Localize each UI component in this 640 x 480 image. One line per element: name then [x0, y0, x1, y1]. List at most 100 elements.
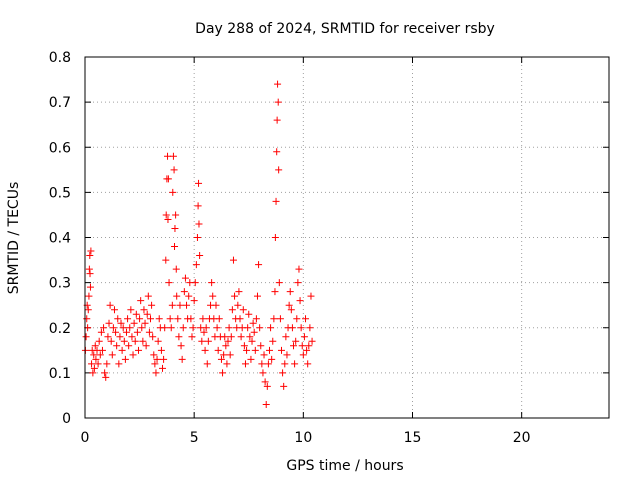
data-point — [86, 270, 94, 278]
data-point — [97, 328, 105, 336]
data-point — [223, 360, 231, 368]
data-point — [237, 333, 245, 341]
data-point — [285, 301, 293, 309]
data-point — [102, 373, 110, 381]
data-point — [202, 324, 210, 332]
data-point — [147, 315, 154, 323]
data-point — [255, 261, 263, 269]
data-point — [249, 319, 257, 327]
grid — [85, 57, 609, 418]
data-point — [181, 274, 189, 282]
data-point — [280, 382, 288, 390]
data-point — [88, 360, 96, 368]
data-point — [170, 166, 178, 174]
data-point — [270, 315, 278, 323]
data-point — [304, 360, 312, 368]
data-point — [251, 346, 259, 354]
data-point — [167, 324, 175, 332]
data-point — [275, 166, 283, 174]
data-point — [264, 360, 272, 368]
data-point — [94, 360, 102, 368]
data-point — [253, 292, 261, 300]
data-point — [234, 301, 242, 309]
data-point — [292, 337, 300, 345]
x-tick-label: 5 — [190, 430, 199, 446]
data-point — [239, 306, 247, 314]
data-point — [275, 279, 283, 287]
data-point — [281, 360, 289, 368]
data-point — [103, 360, 111, 368]
data-point — [168, 301, 176, 309]
data-point — [176, 301, 184, 309]
data-point — [169, 188, 177, 196]
data-point — [84, 306, 92, 314]
data-point — [190, 297, 198, 305]
data-point — [101, 369, 109, 377]
data-point — [140, 306, 148, 314]
y-tick-label: 0.3 — [49, 276, 71, 292]
data-point — [162, 256, 170, 264]
data-point — [209, 292, 217, 300]
data-point — [137, 297, 145, 305]
data-point — [204, 337, 212, 345]
data-point — [132, 310, 140, 318]
x-tick-label: 0 — [81, 430, 90, 446]
data-point — [228, 306, 236, 314]
data-point — [177, 342, 185, 350]
data-point — [252, 315, 260, 323]
data-point — [262, 400, 270, 408]
data-point — [145, 328, 153, 336]
data-point — [141, 319, 149, 327]
data-point — [268, 355, 276, 363]
data-point — [116, 333, 124, 341]
data-point — [119, 324, 127, 332]
data-point — [271, 288, 279, 296]
data-point — [196, 252, 204, 260]
data-point — [86, 252, 94, 260]
data-point — [130, 319, 138, 327]
data-point — [297, 324, 305, 332]
data-point — [128, 333, 136, 341]
data-point — [185, 292, 193, 300]
data-point — [240, 342, 248, 350]
data-point — [86, 283, 94, 291]
data-points — [81, 80, 316, 408]
data-point — [219, 369, 227, 377]
data-point — [213, 324, 221, 332]
data-point — [161, 324, 169, 332]
ticks: 0 0.1 0.2 0.3 0.4 0.5 0.6 0.7 0.8 0 5 10 15 20 — [49, 50, 609, 446]
data-point — [194, 202, 202, 210]
data-point — [189, 324, 197, 332]
y-tick-label: 0.7 — [49, 95, 71, 111]
data-point — [92, 355, 100, 363]
data-point — [250, 328, 258, 336]
data-point — [308, 337, 316, 345]
data-point — [164, 215, 172, 223]
data-point — [257, 342, 265, 350]
data-point — [155, 315, 163, 323]
data-point — [106, 301, 114, 309]
data-point — [291, 360, 299, 368]
data-point — [127, 306, 135, 314]
data-point — [296, 297, 304, 305]
data-point — [243, 346, 251, 354]
data-point — [149, 333, 157, 341]
data-point — [157, 346, 165, 354]
data-point — [290, 342, 298, 350]
data-point — [214, 346, 222, 354]
data-point — [107, 337, 115, 345]
data-point — [269, 337, 277, 345]
data-point — [227, 333, 235, 341]
data-point — [109, 324, 117, 332]
x-tick-label: 15 — [404, 430, 422, 446]
data-point — [171, 243, 179, 251]
data-point — [134, 346, 142, 354]
data-point — [100, 324, 108, 332]
data-point — [235, 288, 243, 296]
data-point — [89, 369, 97, 377]
y-axis-label: SRMTID / TECUs — [6, 182, 22, 295]
data-point — [221, 333, 229, 341]
data-point — [203, 360, 211, 368]
data-point — [265, 346, 273, 354]
data-point — [222, 342, 230, 350]
